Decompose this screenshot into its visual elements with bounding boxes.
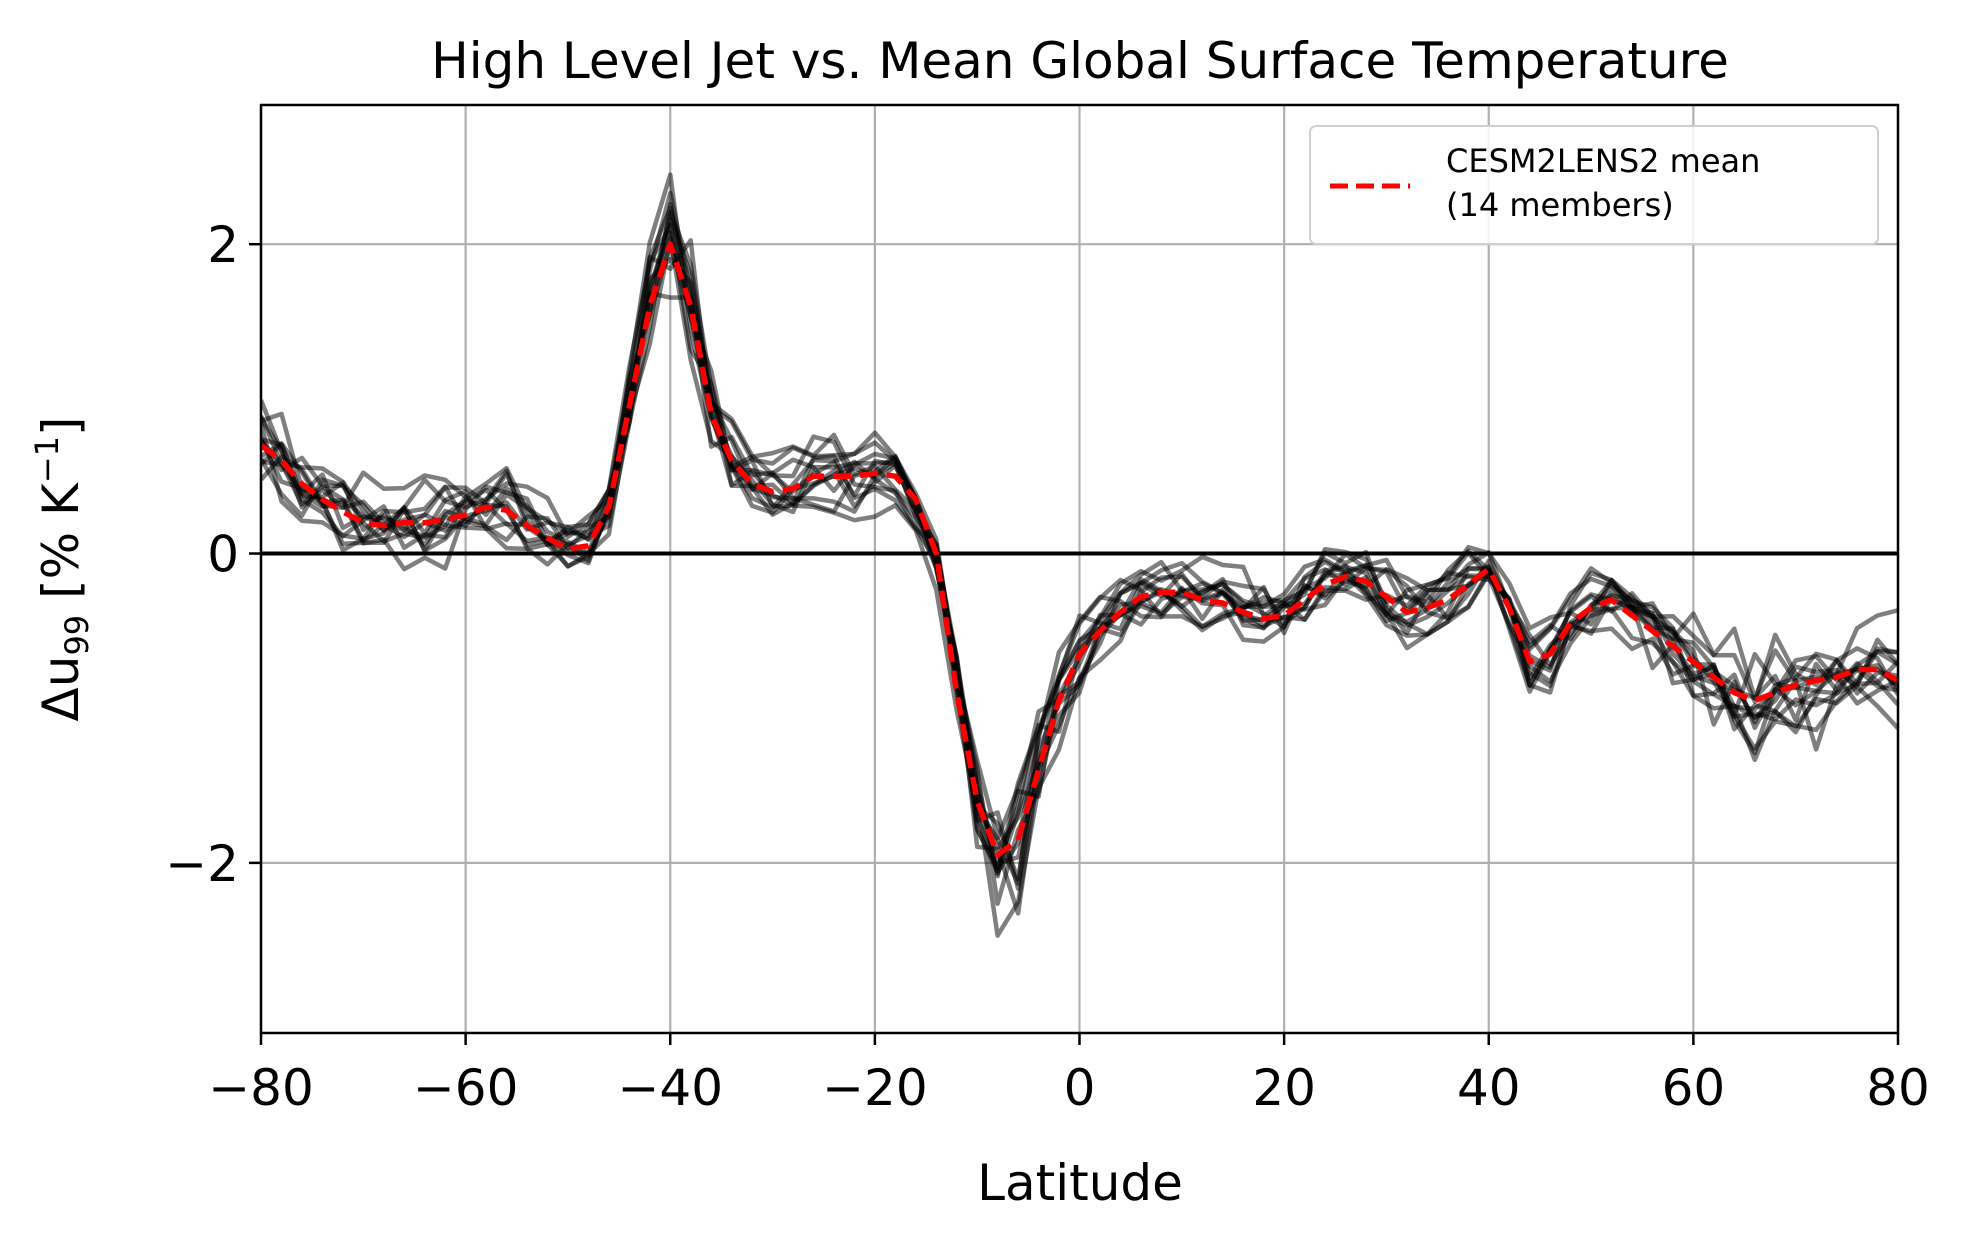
y-tick-label: −2 (165, 835, 239, 893)
x-tick-label: 80 (1866, 1059, 1930, 1117)
y-axis-ticks: −2 0 2 (165, 216, 261, 893)
x-tick-label: −60 (413, 1059, 519, 1117)
legend: CESM2LENS2 mean (14 members) (1309, 125, 1879, 245)
chart-title: High Level Jet vs. Mean Global Surface T… (431, 32, 1729, 90)
x-axis-ticks: −80 −60 −40 −20 0 20 40 60 80 (208, 1033, 1930, 1117)
x-tick-label: 0 (1064, 1059, 1096, 1117)
y-tick-label: 0 (207, 526, 239, 584)
legend-box (1309, 125, 1879, 245)
x-tick-label: 40 (1457, 1059, 1521, 1117)
mean-series-line (261, 241, 1898, 858)
ensemble-mean-line (261, 241, 1898, 858)
x-axis-label: Latitude (977, 1154, 1183, 1212)
legend-label-count: (14 members) (1446, 186, 1674, 224)
legend-label: CESM2LENS2 mean (1446, 142, 1760, 180)
x-tick-label: −20 (822, 1059, 928, 1117)
x-tick-label: 60 (1662, 1059, 1726, 1117)
x-tick-label: −80 (208, 1059, 314, 1117)
x-tick-label: −40 (617, 1059, 723, 1117)
ensemble-member-line (261, 221, 1898, 879)
x-tick-label: 20 (1252, 1059, 1316, 1117)
y-tick-label: 2 (207, 216, 239, 274)
y-axis-label: Δu99 [% K−1] (28, 417, 96, 722)
